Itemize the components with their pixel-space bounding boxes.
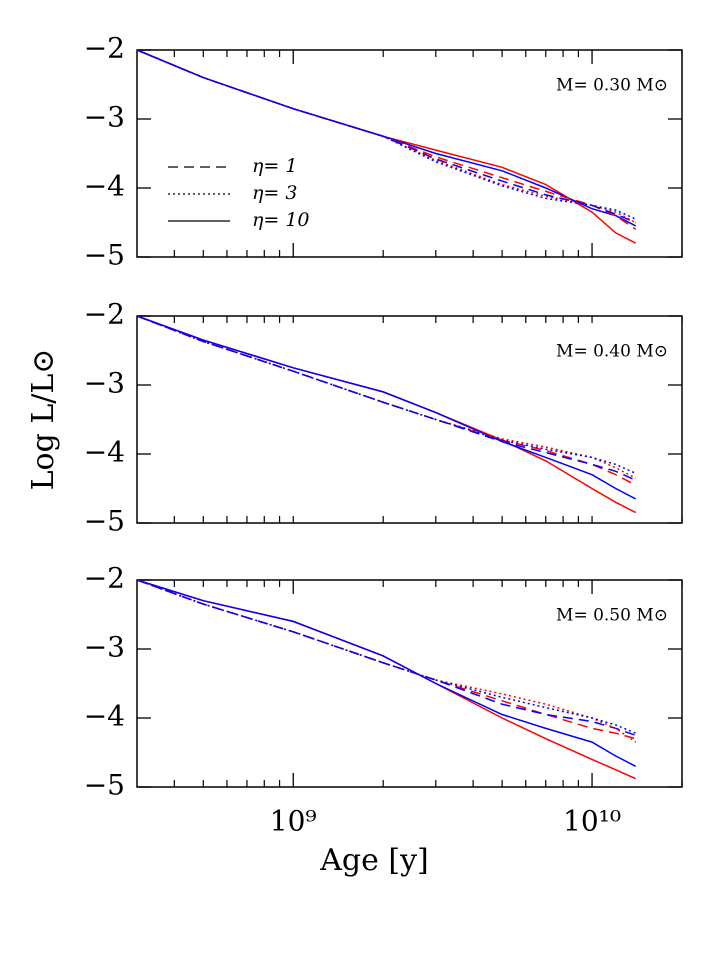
y-tick-label: −5 [84,769,125,802]
y-tick-label: −4 [84,436,125,469]
y-tick-label: −4 [84,170,125,203]
series-line [136,315,637,481]
y-tick-label: −2 [84,562,125,595]
plot-frame [136,579,683,788]
series-line [136,579,637,743]
series-line [136,315,637,500]
series-line [136,315,637,479]
series-line [136,315,637,474]
y-tick-label: −3 [84,367,125,400]
x-axis-label: Age [y] [319,843,429,878]
series-line [136,579,636,740]
legend-label: η= 3 [252,182,297,204]
y-tick-label: −3 [84,631,125,664]
legend-label: η= 10 [252,209,310,231]
y-tick-label: −5 [84,505,125,538]
mass-annotation: M= 0.50 M⊙ [556,606,668,626]
plot-frame [136,49,683,258]
x-tick-label: 10¹⁰ [563,805,621,838]
plot-frame [136,315,683,524]
x-tick-label: 10⁹ [270,805,317,838]
y-axis-label: Log L/L⊙ [26,349,61,491]
series-line [136,579,636,737]
series-line [136,49,636,224]
series-line [136,579,637,767]
y-tick-label: −5 [84,239,125,272]
legend-label: η= 1 [252,155,297,177]
y-tick-label: −3 [84,101,125,134]
mass-annotation: M= 0.40 M⊙ [556,342,668,362]
y-tick-label: −2 [84,32,125,65]
y-tick-label: −2 [84,298,125,331]
mass-annotation: M= 0.30 M⊙ [556,76,668,96]
y-tick-label: −4 [84,700,125,733]
